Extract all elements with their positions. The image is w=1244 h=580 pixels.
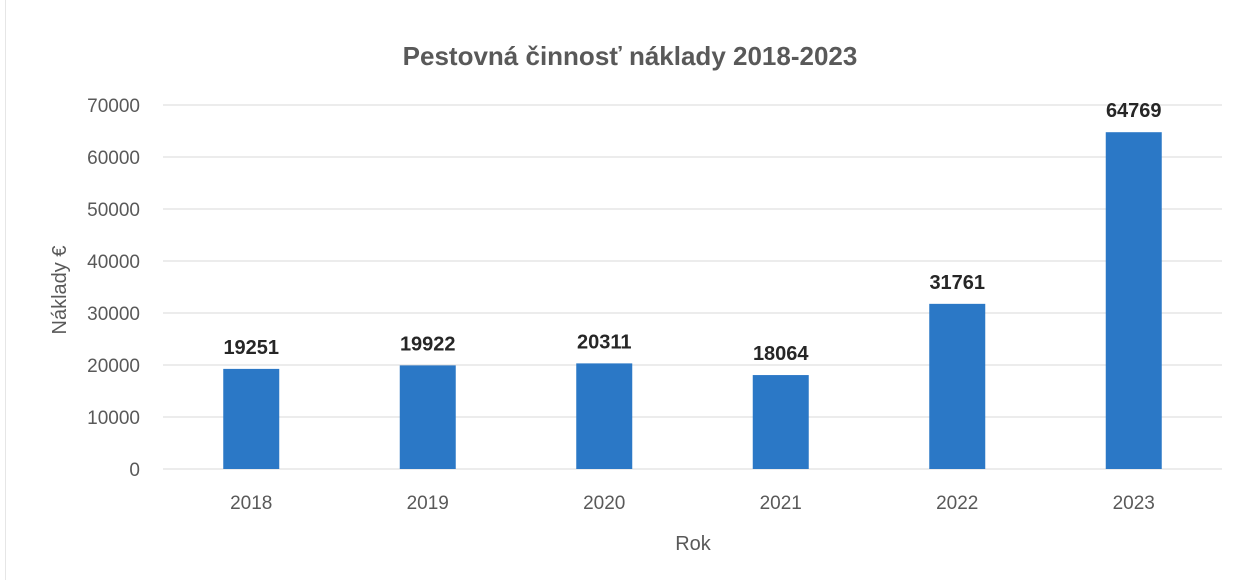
data-label-2023: 64769 [1106, 100, 1162, 122]
data-label-2021: 18064 [753, 343, 809, 365]
bar-2023 [1105, 132, 1162, 469]
x-tick-label: 2020 [583, 493, 625, 514]
chart-border [5, 0, 6, 580]
y-axis-title: Náklady € [49, 246, 71, 335]
x-tick-label: 2019 [407, 493, 449, 514]
bar-2021 [752, 375, 809, 469]
y-tick-label: 50000 [87, 200, 140, 221]
y-tick-label: 10000 [87, 408, 140, 429]
data-labels: 19251 19922 20311 18064 31761 64769 [223, 100, 1161, 365]
gridlines [163, 104, 1222, 470]
y-tick-label: 30000 [87, 304, 140, 325]
bar-2018 [223, 368, 280, 469]
y-tick-label: 20000 [87, 356, 140, 377]
x-tick-label: 2022 [936, 493, 978, 514]
data-label-2022: 31761 [929, 272, 985, 294]
bar-2020 [576, 363, 633, 469]
x-axis-title: Rok [675, 533, 712, 555]
y-axis-ticks: 0 10000 20000 30000 40000 50000 60000 70000 [87, 96, 140, 481]
y-tick-label: 0 [129, 460, 140, 481]
y-tick-label: 70000 [87, 96, 140, 117]
chart-title: Pestovná činnosť náklady 2018-2023 [403, 41, 858, 71]
data-label-2020: 20311 [577, 331, 632, 353]
data-label-2018: 19251 [223, 337, 279, 359]
y-tick-label: 60000 [87, 148, 140, 169]
bars [223, 132, 1162, 469]
y-tick-label: 40000 [87, 252, 140, 273]
x-tick-label: 2021 [760, 493, 802, 514]
x-tick-label: 2023 [1113, 493, 1155, 514]
x-axis-ticks: 2018 2019 2020 2021 2022 2023 [230, 493, 1155, 514]
x-tick-label: 2018 [230, 493, 272, 514]
bar-2019 [399, 365, 456, 469]
data-label-2019: 19922 [400, 333, 456, 355]
bar-2022 [929, 303, 986, 469]
